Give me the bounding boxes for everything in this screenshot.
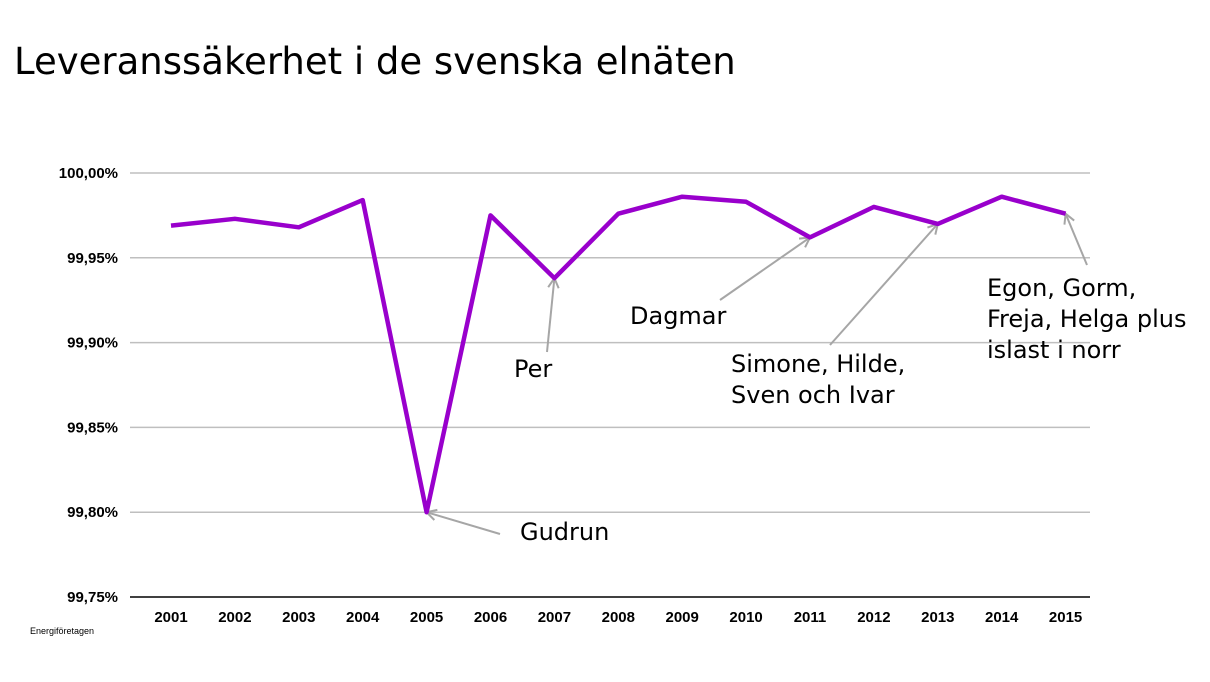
series-layer	[170, 194, 1067, 515]
x-tick-label: 2001	[154, 609, 187, 626]
x-tick-label: 2013	[921, 609, 954, 626]
x-tick-label: 2006	[474, 609, 507, 626]
x-tick-label: 2004	[346, 609, 380, 626]
y-tick-label: 99,95%	[67, 250, 118, 267]
x-tick-label: 2005	[410, 609, 443, 626]
annotation-label: Egon, Gorm, Freja, Helga plus islast i nor…	[987, 274, 1186, 364]
series-line	[170, 194, 1067, 515]
x-tick-label: 2003	[282, 609, 315, 626]
x-tick-label: 2009	[666, 609, 699, 626]
x-tick-label: 2002	[218, 609, 251, 626]
y-tick-label: 99,85%	[67, 419, 118, 436]
annotation-line: islast i norr	[987, 336, 1121, 364]
annotation-arrow	[1064, 213, 1088, 266]
grid-layer	[130, 172, 1090, 598]
annotation-arrowhead	[1063, 211, 1075, 225]
annotation-arrow	[829, 223, 939, 346]
x-tick-label: 2008	[602, 609, 635, 626]
annotation-line: Per	[514, 355, 552, 383]
x-tick-label: 2012	[857, 609, 890, 626]
annotation-line: Freja, Helga plus	[987, 305, 1186, 333]
x-tick-label: 2010	[729, 609, 762, 626]
y-tick-label: 99,90%	[67, 335, 118, 352]
chart-title: Leveranssäkerhet i de svenska elnäten	[14, 40, 736, 83]
annotation-label: Dagmar	[630, 302, 727, 330]
annotation-label: Per	[514, 355, 552, 383]
annotation-arrow	[426, 511, 501, 535]
annotation-line: Gudrun	[520, 518, 609, 546]
x-tick-label: 2007	[538, 609, 571, 626]
x-tick-label: 2014	[985, 609, 1019, 626]
y-tick-label: 99,80%	[67, 504, 118, 521]
x-axis-ticks: 2001 2002 2003 2004 2005 2006 2007 2008 2009 2010…	[154, 609, 1082, 626]
annotation-arrow	[719, 236, 811, 301]
source-label: Energiföretagen	[30, 626, 94, 636]
annotation-label: Gudrun	[520, 518, 609, 546]
annotation-line: Egon, Gorm,	[987, 274, 1136, 302]
x-tick-label: 2015	[1049, 609, 1082, 626]
annotation-label: Simone, Hilde, Sven och Ivar	[731, 350, 905, 409]
annotation-line: Sven och Ivar	[731, 381, 895, 409]
annotation-line: Dagmar	[630, 302, 727, 330]
annotation-arrow	[546, 278, 556, 353]
y-tick-label: 99,75%	[67, 589, 118, 606]
y-tick-label: 100,00%	[59, 165, 118, 182]
y-axis-ticks: 99,75% 99,80% 99,85% 99,90% 99,95% 100,00%	[59, 165, 118, 606]
x-tick-label: 2011	[794, 609, 827, 626]
annotation-line: Simone, Hilde,	[731, 350, 905, 378]
